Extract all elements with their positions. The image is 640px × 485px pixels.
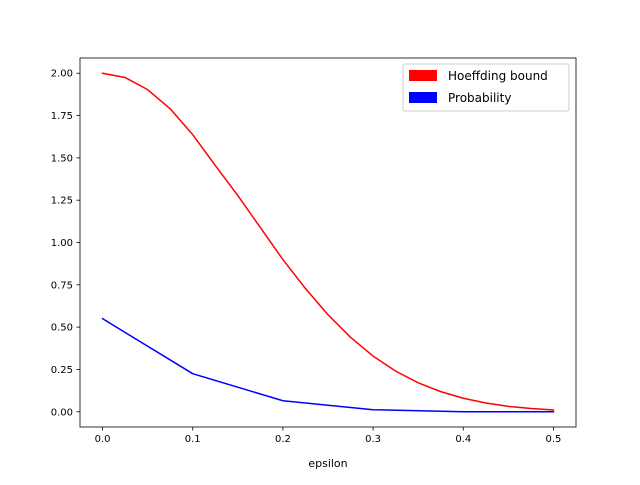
x-tick-label: 0.5 xyxy=(546,434,562,445)
x-tick-label: 0.4 xyxy=(455,434,471,445)
x-tick-label: 0.3 xyxy=(365,434,381,445)
x-tick-label: 0.0 xyxy=(95,434,111,445)
series-line-hoeffding-bound xyxy=(101,72,555,411)
axes-layer: 0.0 0.1 0.2 0.3 0.4 0.5 0.00 0.25 0.50 0.75 1.00 1.… xyxy=(51,57,577,445)
y-tick-label: 1.00 xyxy=(51,238,73,249)
legend-label-hoeffding-bound: Hoeffding bound xyxy=(448,69,548,83)
y-tick-label: 0.25 xyxy=(51,365,73,376)
y-tick-label: 1.50 xyxy=(51,153,73,164)
y-tick-label: 0.00 xyxy=(51,407,73,418)
legend-swatch-hoeffding-bound xyxy=(409,70,437,81)
y-tick-label: 0.75 xyxy=(51,280,73,291)
x-axis-label: epsilon xyxy=(308,457,347,470)
x-tick-label: 0.1 xyxy=(185,434,201,445)
y-tick-label: 1.75 xyxy=(51,111,73,122)
x-tick-label: 0.2 xyxy=(275,434,291,445)
legend-label-probability: Probability xyxy=(448,91,511,105)
legend: Hoeffding bound Probability xyxy=(402,63,570,112)
y-tick-label: 1.25 xyxy=(51,196,73,207)
legend-swatch-probability xyxy=(409,92,437,103)
series-layer xyxy=(101,72,555,413)
legend-frame xyxy=(402,63,570,112)
series-line-probability xyxy=(101,317,555,413)
y-tick-label: 0.50 xyxy=(51,323,73,334)
y-tick-label: 2.00 xyxy=(51,69,73,80)
